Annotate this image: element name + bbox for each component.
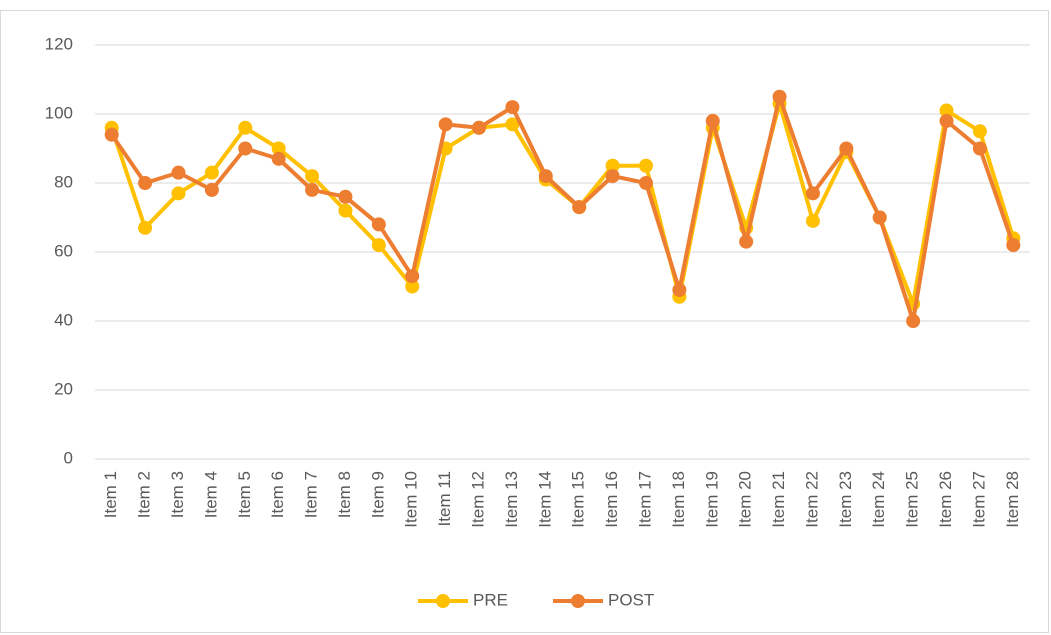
x-tick-label: Item 11 <box>435 471 454 526</box>
point <box>371 217 386 232</box>
x-tick-label: Item 24 <box>869 471 888 528</box>
x-tick-label: Item 26 <box>936 471 955 528</box>
y-tick-label: 120 <box>45 34 73 53</box>
point <box>171 165 186 180</box>
x-tick-label: Item 21 <box>769 471 788 528</box>
x-tick-label: Item 3 <box>168 471 187 518</box>
point <box>638 176 653 190</box>
point <box>939 103 954 118</box>
x-tick-label: Item 23 <box>836 471 855 528</box>
point <box>605 158 620 173</box>
point <box>972 124 987 139</box>
y-tick-label: 20 <box>54 379 73 398</box>
point <box>438 117 453 132</box>
point <box>772 89 787 104</box>
point <box>338 189 353 204</box>
point <box>739 234 754 249</box>
legend-label: POST <box>608 590 654 609</box>
x-tick-label: Item 9 <box>368 471 387 518</box>
legend-marker <box>436 594 450 608</box>
point <box>171 186 186 201</box>
x-tick-label: Item 27 <box>969 471 988 528</box>
x-tick-label: Item 20 <box>736 471 755 528</box>
point <box>805 186 820 201</box>
point <box>472 120 487 135</box>
x-tick-label: Item 5 <box>235 471 254 518</box>
y-tick-label: 100 <box>45 103 73 122</box>
point <box>505 100 520 115</box>
point <box>271 151 286 166</box>
x-tick-label: Item 25 <box>903 471 922 528</box>
point <box>405 269 420 284</box>
point <box>839 141 854 156</box>
x-tick-label: Item 8 <box>335 471 354 518</box>
point <box>505 117 520 132</box>
x-tick-label: Item 18 <box>669 471 688 528</box>
point <box>371 238 386 253</box>
x-tick-label: Item 10 <box>402 471 421 528</box>
point <box>1006 238 1021 253</box>
point <box>238 120 253 135</box>
x-tick-label: Item 19 <box>702 471 721 528</box>
point <box>906 314 921 328</box>
x-tick-label: Item 7 <box>302 471 321 518</box>
point <box>204 182 219 197</box>
x-tick-label: Item 17 <box>635 471 654 528</box>
y-tick-label: 40 <box>54 310 73 329</box>
x-tick-label: Item 2 <box>135 471 154 518</box>
point <box>572 200 587 215</box>
point <box>672 282 687 297</box>
point <box>138 176 153 190</box>
point <box>872 210 887 225</box>
legend-label: PRE <box>473 590 508 609</box>
series-line <box>110 94 1016 323</box>
point <box>605 169 620 184</box>
x-tick-label: Item 4 <box>201 471 220 518</box>
point <box>805 213 820 228</box>
x-tick-label: Item 1 <box>101 471 120 518</box>
x-tick-label: Item 13 <box>502 471 521 528</box>
point <box>538 169 553 184</box>
x-tick-label: Item 22 <box>802 471 821 528</box>
point <box>972 141 987 156</box>
x-tick-label: Item 12 <box>469 471 488 528</box>
x-tick-label: Item 14 <box>535 471 554 528</box>
point <box>104 127 119 142</box>
point <box>305 182 320 197</box>
y-tick-label: 60 <box>54 241 73 260</box>
x-tick-label: Item 15 <box>569 471 588 528</box>
point <box>271 141 286 156</box>
legend-marker <box>571 594 585 608</box>
x-tick-label: Item 28 <box>1003 471 1022 528</box>
point <box>405 279 420 294</box>
point <box>305 169 320 184</box>
point <box>138 220 153 235</box>
point <box>238 141 253 156</box>
point <box>939 113 954 128</box>
y-tick-label: 0 <box>64 448 73 467</box>
point <box>705 113 720 128</box>
point <box>638 158 653 173</box>
point <box>338 203 353 218</box>
x-tick-label: Item 16 <box>602 471 621 528</box>
x-tick-label: Item 6 <box>268 471 287 518</box>
y-tick-label: 80 <box>54 172 73 191</box>
point <box>204 165 219 180</box>
